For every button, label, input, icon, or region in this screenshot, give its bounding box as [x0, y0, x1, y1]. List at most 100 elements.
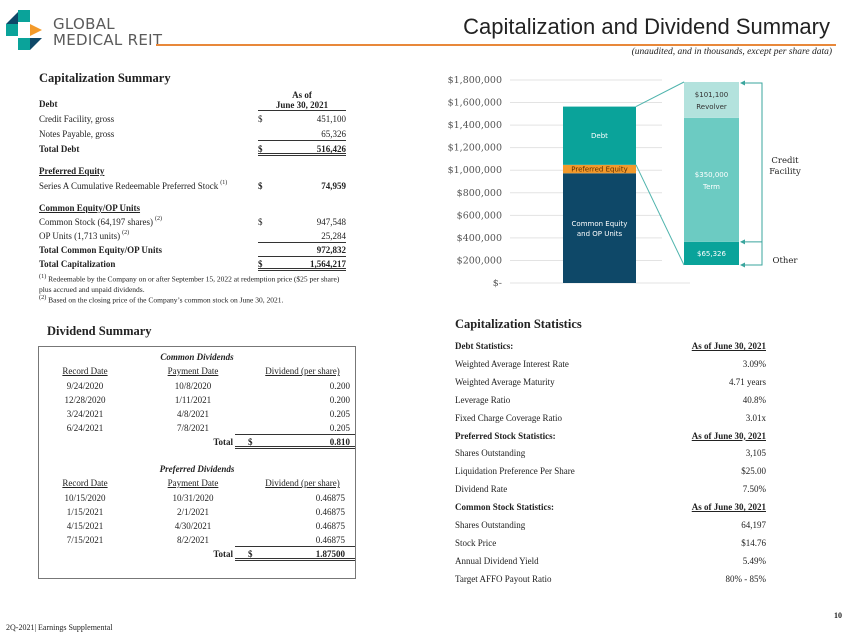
footnote-1-mark: (1): [39, 273, 47, 280]
bar-label: Debt: [591, 132, 608, 140]
cap-row-sup: (1): [220, 180, 228, 186]
arrowhead-icon: [740, 239, 745, 245]
stats-row: Liquidation Preference Per Share $25.00: [455, 462, 770, 480]
breakdown-label: Revolver: [696, 103, 727, 111]
cap-row-currency: $: [258, 181, 263, 191]
stats-label: Stock Price: [455, 537, 497, 548]
dividend-record-date: 10/15/2020: [64, 493, 106, 503]
stats-value: $25.00: [741, 466, 766, 477]
dividend-box: [38, 346, 356, 579]
cap-col-header: As of June 30, 2021: [258, 90, 346, 111]
breakdown-label: $101,100: [695, 91, 728, 99]
footnote-1: (1) Redeemable by the Company on or afte…: [39, 272, 349, 295]
cap-summary-title: Capitalization Summary: [39, 71, 171, 85]
stats-label: Annual Dividend Yield: [455, 555, 539, 566]
dividend-col-header: Dividend (per share): [265, 478, 340, 488]
stats-label: Dividend Rate: [455, 484, 508, 495]
stats-label: Weighted Average Interest Rate: [455, 358, 569, 369]
cap-row-label: OP Units (1,713 units): [39, 231, 121, 241]
dividend-total-label: Total: [213, 437, 233, 447]
cap-row-label: Total Capitalization: [39, 259, 116, 269]
dividend-payment-date: 2/1/2021: [176, 507, 209, 517]
stats-section-header: Preferred Stock Statistics: As of June 30…: [455, 427, 770, 445]
footnote-2: (2) Based on the closing price of the Co…: [39, 293, 349, 306]
bar-segment-common-equity-and-op-units: [563, 173, 636, 283]
dividend-record-date: 7/15/2021: [66, 535, 104, 545]
y-tick-label: $600,000: [457, 210, 502, 221]
breakdown-label: $65,326: [697, 250, 726, 258]
cap-row-value: 25,284: [258, 230, 346, 243]
bar-label: and OP Units: [577, 230, 623, 238]
connector-line: [635, 164, 685, 266]
logo-text-line2: MEDICAL REIT: [53, 31, 163, 49]
dividend-payment-date: 10/8/2020: [174, 381, 212, 391]
y-tick-label: $400,000: [457, 233, 502, 244]
stats-value: 3,105: [745, 448, 766, 459]
y-tick-label: $-: [493, 278, 502, 289]
stats-row: Shares Outstanding 64,197: [455, 516, 770, 534]
cap-row-currency: $: [258, 144, 263, 154]
dividend-col-header: Payment Date: [167, 366, 219, 376]
y-tick-label: $1,000,000: [448, 165, 502, 176]
cap-row-label: Common Stock (64,197 shares): [39, 217, 153, 227]
connector-line: [635, 81, 685, 108]
stats-row: Stock Price $14.76: [455, 534, 770, 552]
dividend-section-title: Preferred Dividends: [159, 464, 235, 474]
stats-value: 4.71 years: [729, 376, 766, 387]
breakdown-segment-revolver: [684, 82, 739, 118]
stats-label: Liquidation Preference Per Share: [455, 466, 575, 477]
stats-label: Weighted Average Maturity: [455, 376, 555, 387]
stats-value: As of June 30, 2021: [691, 341, 766, 351]
stats-value: $14.76: [741, 537, 766, 548]
cap-col-header-line1: As of: [292, 90, 312, 100]
dividend-summary-title: Dividend Summary: [47, 324, 152, 338]
stats-label: Debt Statistics:: [455, 341, 514, 351]
y-tick-label: $1,800,000: [448, 75, 502, 86]
stats-label: Shares Outstanding: [455, 448, 526, 459]
stats-value: 80% - 85%: [725, 573, 767, 584]
cap-row-label: Common Equity/OP Units: [39, 203, 141, 213]
logo-text-line1: GLOBAL: [53, 15, 115, 33]
cap-row-sup: (2): [122, 230, 130, 236]
dividend-amount: 0.46875: [315, 507, 345, 517]
dividend-payment-date: 7/8/2021: [176, 423, 209, 433]
page-title: Capitalization and Dividend Summary: [463, 14, 830, 39]
dividend-amount: 0.205: [235, 422, 355, 435]
dividend-amount: 0.46875: [235, 534, 355, 547]
bracket-line: [741, 82, 763, 266]
bar-segment-debt: [563, 106, 636, 165]
breakdown-segment-term: [684, 117, 739, 242]
stats-value: 5.49%: [742, 555, 766, 566]
cap-row-sup: (2): [155, 216, 162, 222]
stats-row: Weighted Average Maturity 4.71 years: [455, 373, 770, 391]
dividend-section-title: Common Dividends: [160, 352, 234, 362]
cap-row-label: Debt: [39, 99, 58, 109]
stats-value: 40.8%: [742, 394, 766, 405]
logo: [4, 8, 44, 52]
breakdown-label: Term: [702, 183, 720, 191]
dividend-amount: 0.205: [329, 409, 350, 419]
arrowhead-icon: [740, 262, 745, 268]
bar-label: Common Equity: [572, 220, 628, 228]
cap-row-label: Notes Payable, gross: [39, 129, 115, 139]
page-subtitle: (unaudited, and in thousands, except per…: [631, 47, 832, 57]
stats-row: Dividend Rate 7.50%: [455, 480, 770, 498]
dividend-col-header: Record Date: [62, 366, 108, 376]
logo-cross-icon: [6, 10, 42, 50]
y-tick-label: $1,600,000: [448, 98, 502, 109]
dividend-payment-date: 1/11/2021: [174, 395, 212, 405]
stats-row: Leverage Ratio 40.8%: [455, 391, 770, 409]
stats-label: Leverage Ratio: [455, 394, 511, 405]
cap-row-label: Credit Facility, gross: [39, 114, 115, 124]
cap-row-label: Total Common Equity/OP Units: [39, 245, 162, 255]
dividend-amount: 0.46875: [315, 521, 345, 531]
y-tick-label: $1,400,000: [448, 120, 502, 131]
stats-row: Annual Dividend Yield 5.49%: [455, 552, 770, 570]
stats-value: 3.01x: [745, 412, 766, 423]
dividend-amount: 0.200: [329, 395, 350, 405]
stats-value: 3.09%: [742, 358, 766, 369]
dividend-total-value: 0.810: [235, 436, 355, 449]
stats-label: Target AFFO Payout Ratio: [455, 573, 552, 584]
dividend-col-header: Record Date: [62, 478, 108, 488]
cap-row-currency: $: [258, 114, 263, 124]
